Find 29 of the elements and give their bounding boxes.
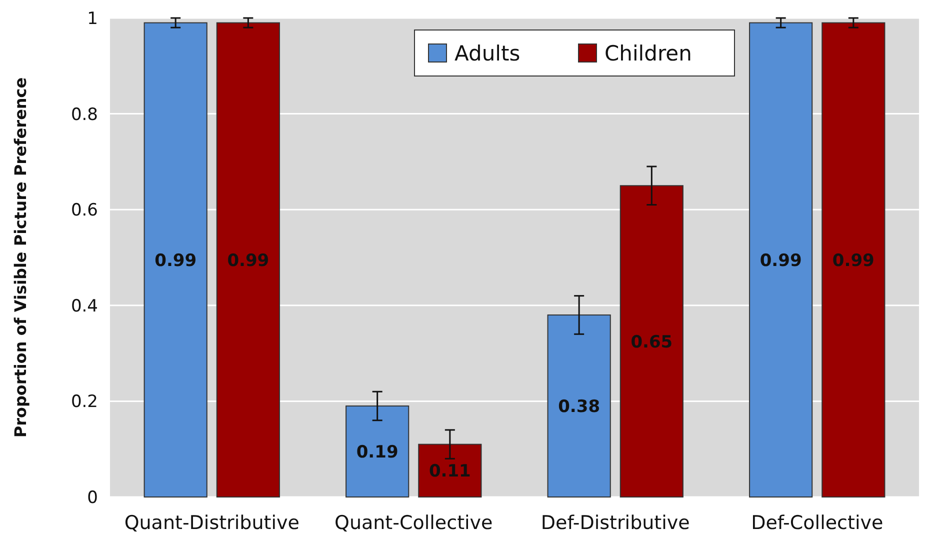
bar [216, 22, 280, 498]
data-label: 0.19 [356, 442, 398, 462]
y-tick-label: 0.8 [70, 104, 98, 125]
data-label: 0.38 [558, 396, 600, 417]
bar [620, 185, 684, 498]
bar [144, 22, 208, 498]
y-tick-label: 0.4 [70, 296, 98, 316]
data-label: 0.99 [760, 250, 802, 271]
data-label: 0.65 [630, 332, 673, 352]
x-tick-label: Def-Collective [751, 512, 884, 534]
data-label: 0.99 [832, 250, 874, 271]
y-axis-title: Proportion of Visible Picture Preference [11, 77, 30, 438]
data-label: 0.11 [428, 462, 471, 482]
data-label: 0.99 [154, 250, 197, 271]
x-tick-label: Quant-Collective [334, 512, 493, 534]
bar [418, 444, 482, 498]
legend-label: Adults [454, 41, 520, 66]
y-tick-label: 0.2 [70, 392, 98, 412]
bar [346, 405, 410, 498]
y-tick-label: 0.6 [70, 200, 98, 221]
data-label: 0.99 [227, 250, 270, 271]
bar [749, 22, 813, 498]
x-tick-label: Quant-Distributive [124, 512, 300, 534]
legend-label: Children [604, 41, 692, 66]
bar [547, 314, 611, 498]
y-tick-label: 1 [87, 8, 98, 29]
x-tick-label: Def-Distributive [540, 512, 690, 534]
y-tick-label: 0 [87, 488, 98, 508]
bar [822, 22, 886, 498]
